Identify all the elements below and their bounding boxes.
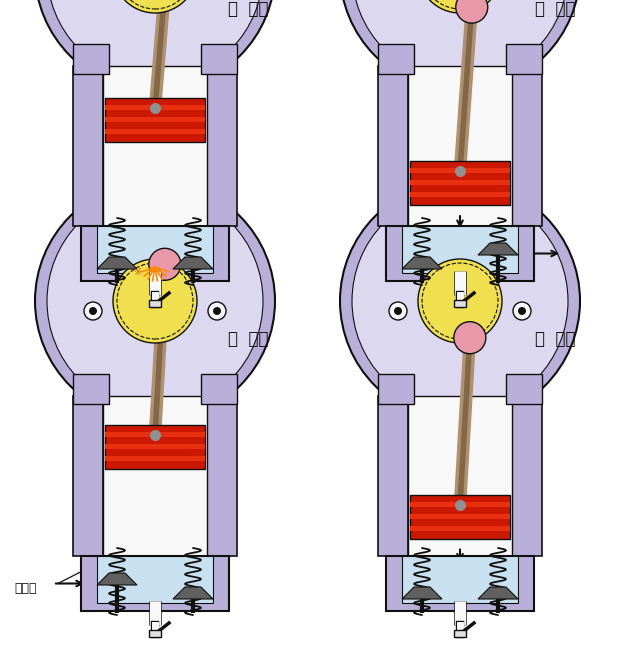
Bar	[149, 630, 161, 637]
Bar	[103, 66, 207, 226]
Bar	[97, 556, 213, 603]
Text: ※: ※	[133, 267, 141, 277]
Circle shape	[84, 302, 102, 320]
Bar	[207, 66, 237, 226]
Circle shape	[418, 259, 502, 343]
Bar	[105, 118, 205, 122]
Bar	[408, 396, 512, 556]
Bar	[201, 374, 237, 404]
Bar	[454, 630, 466, 637]
Bar	[402, 556, 518, 603]
Bar	[410, 192, 510, 197]
Text: 甲  吸气: 甲 吸气	[228, 330, 268, 348]
Bar	[73, 66, 103, 226]
Circle shape	[456, 0, 488, 23]
Bar	[512, 396, 542, 556]
Circle shape	[454, 322, 486, 353]
Text: 丙  做功: 丙 做功	[228, 0, 268, 18]
Polygon shape	[97, 257, 137, 269]
Circle shape	[149, 248, 181, 281]
Circle shape	[113, 259, 197, 343]
Bar	[105, 129, 205, 135]
Bar	[81, 556, 229, 611]
Bar	[410, 526, 510, 531]
Bar	[410, 161, 510, 205]
Ellipse shape	[35, 0, 275, 91]
Polygon shape	[173, 587, 213, 599]
Bar	[410, 180, 510, 185]
Bar	[378, 66, 408, 226]
Text: 排气门: 排气门	[190, 600, 213, 614]
Circle shape	[113, 0, 197, 13]
Ellipse shape	[35, 181, 275, 421]
Bar	[506, 44, 542, 74]
Bar	[105, 456, 205, 461]
Bar	[410, 168, 510, 173]
Ellipse shape	[340, 181, 580, 421]
Polygon shape	[402, 587, 442, 599]
Circle shape	[213, 307, 221, 315]
Bar	[402, 226, 518, 273]
Text: 进气门: 进气门	[14, 583, 36, 595]
Circle shape	[518, 307, 526, 315]
Bar	[454, 300, 466, 307]
Bar	[81, 226, 229, 281]
Bar	[103, 396, 207, 556]
Bar	[386, 556, 534, 611]
Ellipse shape	[352, 0, 568, 81]
Ellipse shape	[352, 191, 568, 411]
Bar	[410, 501, 510, 507]
Circle shape	[208, 302, 226, 320]
Ellipse shape	[47, 0, 263, 81]
Polygon shape	[97, 573, 137, 585]
Bar	[512, 66, 542, 226]
Polygon shape	[478, 587, 518, 599]
Bar	[207, 396, 237, 556]
Bar	[506, 374, 542, 404]
Bar	[105, 99, 205, 143]
Bar	[410, 495, 510, 539]
Text: 丁  排气: 丁 排气	[535, 0, 575, 18]
Bar	[105, 106, 205, 110]
Bar	[378, 44, 414, 74]
Bar	[149, 300, 161, 307]
Circle shape	[389, 302, 407, 320]
Polygon shape	[402, 257, 442, 269]
Circle shape	[513, 302, 531, 320]
Bar	[73, 374, 109, 404]
Bar	[378, 374, 414, 404]
Bar	[105, 425, 205, 469]
Polygon shape	[478, 243, 518, 255]
Bar	[105, 432, 205, 437]
Bar	[378, 396, 408, 556]
Bar	[73, 44, 109, 74]
Ellipse shape	[340, 0, 580, 91]
Ellipse shape	[47, 191, 263, 411]
Bar	[97, 226, 213, 273]
Circle shape	[418, 0, 502, 13]
Text: 乙  压缩: 乙 压缩	[535, 330, 575, 348]
Bar	[408, 66, 512, 226]
Bar	[410, 514, 510, 518]
Circle shape	[394, 307, 402, 315]
Bar	[386, 226, 534, 281]
Circle shape	[89, 307, 97, 315]
Bar	[73, 396, 103, 556]
Polygon shape	[173, 257, 213, 269]
Bar	[201, 44, 237, 74]
Bar	[105, 444, 205, 449]
